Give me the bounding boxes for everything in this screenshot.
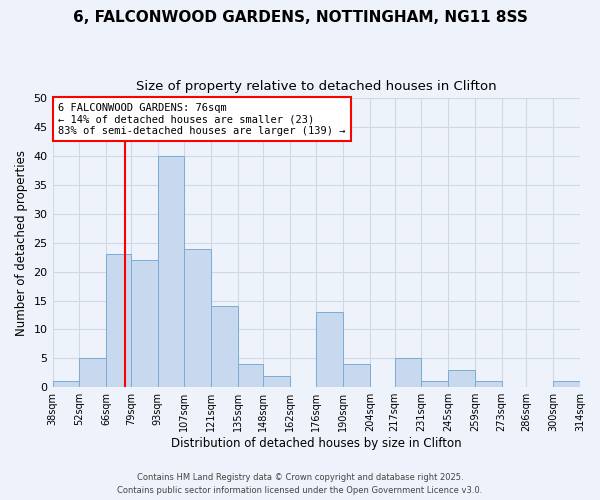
Bar [553, 382, 580, 387]
Bar [53, 382, 79, 387]
Bar [263, 376, 290, 387]
X-axis label: Distribution of detached houses by size in Clifton: Distribution of detached houses by size … [171, 437, 461, 450]
Bar [131, 260, 158, 387]
Text: 6 FALCONWOOD GARDENS: 76sqm
← 14% of detached houses are smaller (23)
83% of sem: 6 FALCONWOOD GARDENS: 76sqm ← 14% of det… [58, 102, 346, 136]
Title: Size of property relative to detached houses in Clifton: Size of property relative to detached ho… [136, 80, 497, 93]
Bar [448, 370, 475, 387]
Bar [421, 382, 448, 387]
Bar [316, 312, 343, 387]
Bar [395, 358, 421, 387]
Bar [79, 358, 106, 387]
Bar [158, 156, 184, 387]
Y-axis label: Number of detached properties: Number of detached properties [15, 150, 28, 336]
Text: Contains HM Land Registry data © Crown copyright and database right 2025.
Contai: Contains HM Land Registry data © Crown c… [118, 474, 482, 495]
Bar [184, 248, 211, 387]
Text: 6, FALCONWOOD GARDENS, NOTTINGHAM, NG11 8SS: 6, FALCONWOOD GARDENS, NOTTINGHAM, NG11 … [73, 10, 527, 25]
Bar [106, 254, 131, 387]
Bar [475, 382, 502, 387]
Bar [211, 306, 238, 387]
Bar [238, 364, 263, 387]
Bar [343, 364, 370, 387]
